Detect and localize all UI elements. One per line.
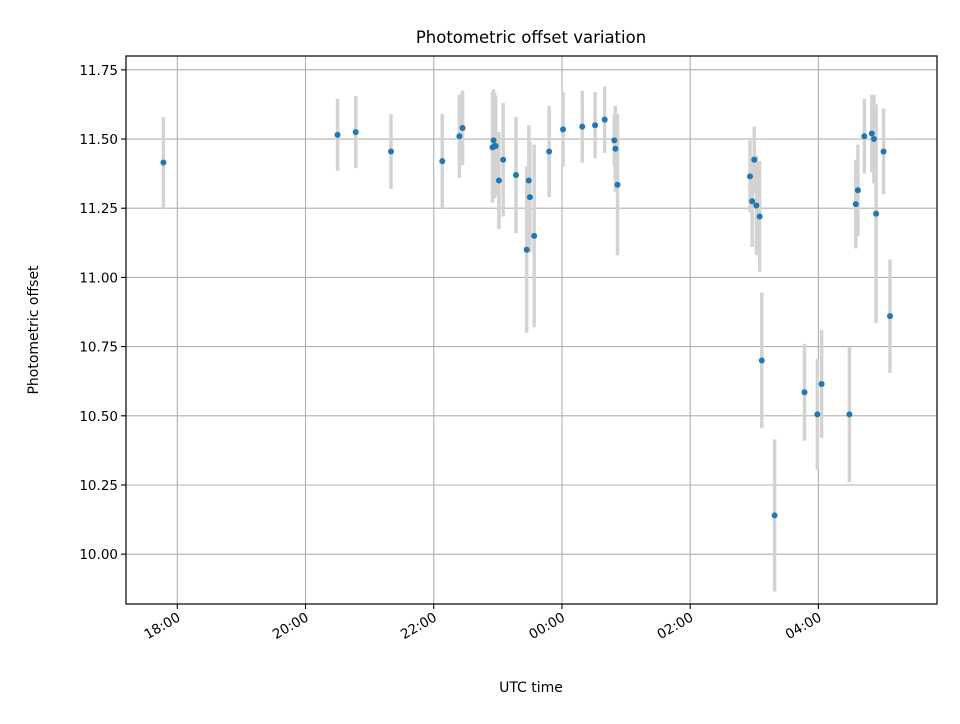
data-point <box>614 181 621 188</box>
x-tick-label: 20:00 <box>270 610 312 643</box>
y-tick-label: 11.00 <box>79 270 118 286</box>
data-point <box>873 210 880 217</box>
x-tick-label: 02:00 <box>654 610 696 643</box>
y-tick-label: 11.75 <box>79 63 118 79</box>
y-tick-label: 11.25 <box>79 201 118 217</box>
data-point <box>818 380 825 387</box>
data-point <box>801 389 808 396</box>
data-point <box>387 148 394 155</box>
data-point <box>523 246 530 253</box>
data-point <box>601 116 608 123</box>
data-point <box>846 411 853 418</box>
x-tick-label: 04:00 <box>783 610 825 643</box>
data-point <box>854 187 861 194</box>
data-point <box>579 123 586 130</box>
data-point <box>852 201 859 208</box>
data-point <box>459 124 466 131</box>
y-tick-label: 10.25 <box>79 478 118 494</box>
x-axis-label: UTC time <box>499 680 563 696</box>
error-bars <box>161 86 892 592</box>
data-point <box>334 131 341 138</box>
x-tick-label: 18:00 <box>142 610 184 643</box>
data-point <box>160 159 167 166</box>
y-axis-label: Photometric offset <box>26 265 42 395</box>
data-point <box>751 156 758 163</box>
data-point <box>611 137 618 144</box>
y-tick-label: 10.50 <box>79 409 118 425</box>
data-point <box>526 194 533 201</box>
data-point <box>747 173 754 180</box>
data-point <box>814 411 821 418</box>
y-axis-ticks: 10.00 10.25 10.50 10.75 11.00 11.25 11.50 11.75 <box>79 63 126 563</box>
data-point <box>531 232 538 239</box>
data-point <box>456 133 463 140</box>
data-point <box>352 129 359 136</box>
data-point <box>560 126 567 133</box>
data-point <box>868 130 875 137</box>
y-tick-label: 10.75 <box>79 340 118 356</box>
data-point <box>880 148 887 155</box>
x-axis-ticks: 18:00 20:00 22:00 00:00 02:00 04:00 <box>142 604 825 643</box>
data-point <box>753 202 760 209</box>
data-point <box>870 136 877 143</box>
data-point <box>771 512 778 519</box>
data-point <box>500 156 507 163</box>
data-point <box>861 133 868 140</box>
data-point <box>546 148 553 155</box>
plot-frame <box>125 55 938 605</box>
y-tick-label: 10.00 <box>79 547 118 563</box>
data-point <box>749 198 756 205</box>
chart-title: Photometric offset variation <box>416 28 646 47</box>
data-points <box>160 116 893 519</box>
data-point <box>525 177 532 184</box>
data-point <box>495 177 502 184</box>
x-tick-label: 22:00 <box>398 610 440 643</box>
data-point <box>612 145 619 152</box>
data-point <box>439 158 446 165</box>
grid <box>126 56 937 604</box>
x-tick-label: 00:00 <box>526 610 568 643</box>
data-point <box>513 172 520 179</box>
data-point <box>886 313 893 320</box>
data-point <box>490 137 497 144</box>
y-tick-label: 11.50 <box>79 132 118 148</box>
data-point <box>492 142 499 149</box>
data-point <box>758 357 765 364</box>
data-point <box>756 213 763 220</box>
data-point <box>592 122 599 129</box>
